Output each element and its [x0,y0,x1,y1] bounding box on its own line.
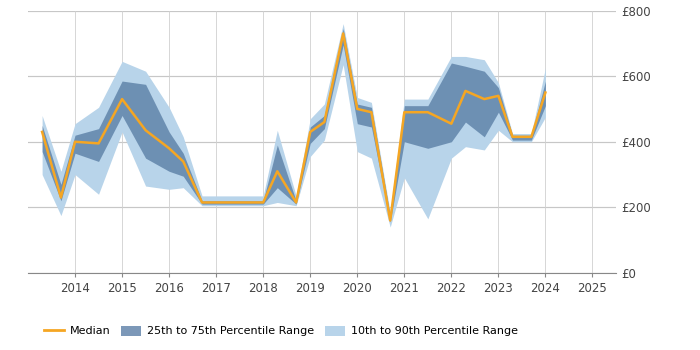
Legend: Median, 25th to 75th Percentile Range, 10th to 90th Percentile Range: Median, 25th to 75th Percentile Range, 1… [39,321,522,341]
